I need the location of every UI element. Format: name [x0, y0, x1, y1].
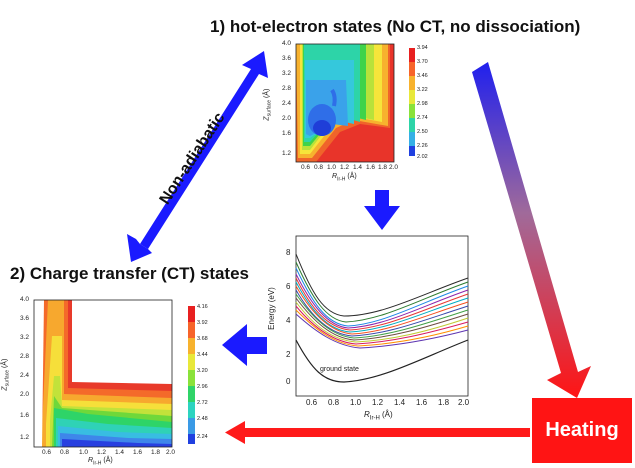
hot-cb-0: 3.94: [417, 45, 428, 51]
ground-state-curve: [295, 339, 469, 383]
energy-curves-svg: [295, 235, 469, 397]
up-arrow: [364, 190, 400, 230]
ct-ytick-1.2: 1.2: [20, 434, 30, 441]
heating-gradient-arrow: [472, 62, 591, 398]
hot-ytick-1.2: 1.2: [282, 150, 292, 157]
hot-xtick-2.0: 2.0: [389, 164, 399, 171]
ct-ytick-2.0: 2.0: [20, 391, 30, 398]
energy-xtick-0.8: 0.8: [328, 398, 340, 407]
hot-xtick-0.6: 0.6: [301, 164, 311, 171]
energy-xtick-0.6: 0.6: [306, 398, 318, 407]
heating-to-ct-arrow: [225, 421, 530, 444]
energy-x-axis-label: RIr-H (Å): [364, 410, 393, 422]
hot-ytick-1.6: 1.6: [282, 130, 292, 137]
ct-xtick-0.8: 0.8: [60, 449, 70, 456]
hot-ytick-3.6: 3.6: [282, 55, 292, 62]
energy-ytick-2: 2: [286, 350, 291, 359]
ct-ytick-3.6: 3.6: [20, 315, 30, 322]
charge-transfer-title: 2) Charge transfer (CT) states: [10, 264, 250, 283]
ct-cb-7: 2.48: [197, 416, 208, 422]
energy-xtick-1.8: 1.8: [438, 398, 450, 407]
ct-cb-5: 2.96: [197, 384, 208, 390]
energy-ytick-8: 8: [286, 248, 291, 257]
hot-ytick-2.0: 2.0: [282, 115, 292, 122]
ct-cb-4: 3.20: [197, 368, 208, 374]
nonadiabatic-double-arrow: [127, 51, 268, 262]
hot-contour-svg: [295, 43, 415, 163]
ct-ytick-2.4: 2.4: [20, 372, 30, 379]
energy-ytick-0: 0: [286, 377, 291, 386]
ct-cb-8: 2.24: [197, 434, 208, 440]
ct-colorbar: [188, 306, 195, 444]
ct-x-axis-label: RIr-H (Å): [88, 457, 113, 467]
heating-label: Heating: [545, 419, 619, 441]
hot-cb-6: 2.50: [417, 129, 428, 135]
left-arrow: [222, 324, 267, 366]
ct-ytick-3.2: 3.2: [20, 334, 30, 341]
energy-ytick-6: 6: [286, 282, 291, 291]
hot-cb-7: 2.26: [417, 143, 428, 149]
hot-electron-title: 1) hot-electron states (No CT, no dissoc…: [210, 17, 581, 36]
ct-xtick-1.8: 1.8: [151, 449, 161, 456]
hot-xtick-1.6: 1.6: [366, 164, 376, 171]
hot-cb-3: 3.22: [417, 87, 428, 93]
ct-cb-6: 2.72: [197, 400, 208, 406]
ct-xtick-1.0: 1.0: [79, 449, 89, 456]
ct-cb-3: 3.44: [197, 352, 208, 358]
heating-box: [532, 398, 632, 463]
hot-x-axis-label: RIr-H (Å): [332, 173, 357, 183]
hot-cb-5: 2.74: [417, 115, 428, 121]
hot-xtick-1.2: 1.2: [340, 164, 350, 171]
ct-contour-panel: 4.16 3.92 3.68 3.44 3.20 2.96 2.72 2.48 …: [1, 296, 218, 468]
hot-y-axis-label: Zsurface (Å): [263, 88, 273, 121]
hot-ytick-3.2: 3.2: [282, 70, 292, 77]
energy-ytick-4: 4: [286, 316, 291, 325]
ct-ytick-4.0: 4.0: [20, 296, 30, 303]
ct-contour-svg: [33, 299, 195, 448]
hot-xtick-1.8: 1.8: [378, 164, 388, 171]
energy-y-axis-label: Energy (eV): [266, 287, 276, 330]
hot-cb-2: 3.46: [417, 73, 428, 79]
ct-y-axis-label: Zsurface (Å): [1, 358, 11, 391]
ground-state-label: ground state: [320, 366, 359, 373]
ct-xtick-1.4: 1.4: [115, 449, 125, 456]
energy-xtick-2.0: 2.0: [458, 398, 470, 407]
energy-xtick-1.2: 1.2: [372, 398, 384, 407]
hot-xtick-0.8: 0.8: [314, 164, 324, 171]
ct-xtick-1.2: 1.2: [97, 449, 107, 456]
hot-ytick-2.4: 2.4: [282, 100, 292, 107]
ct-xtick-2.0: 2.0: [166, 449, 176, 456]
hot-cb-8: 2.02: [417, 154, 428, 160]
hot-ytick-4.0: 4.0: [282, 40, 292, 47]
hot-colorbar: [409, 48, 415, 156]
ct-ytick-1.6: 1.6: [20, 412, 30, 419]
hot-cb-1: 3.70: [417, 59, 428, 65]
ct-xtick-1.6: 1.6: [133, 449, 143, 456]
excited-state-curves: [295, 253, 469, 349]
energy-xtick-1.6: 1.6: [416, 398, 428, 407]
energy-xtick-1.4: 1.4: [394, 398, 406, 407]
ct-cb-1: 3.92: [197, 320, 208, 326]
ct-xtick-0.6: 0.6: [42, 449, 52, 456]
ct-cb-2: 3.68: [197, 336, 208, 342]
ct-ytick-2.8: 2.8: [20, 353, 30, 360]
hot-cb-4: 2.98: [417, 101, 428, 107]
energy-curves-panel: ground state 8 6 4 2 0 0.6 0.8 1.0 1.2 1…: [267, 234, 474, 424]
hot-electron-contour-panel: 3.94 3.70 3.46 3.22 2.98 2.74 2.50 2.26 …: [263, 40, 435, 185]
ct-cb-0: 4.16: [197, 304, 208, 310]
hot-xtick-1.4: 1.4: [353, 164, 363, 171]
energy-xtick-1.0: 1.0: [350, 398, 362, 407]
hot-ytick-2.8: 2.8: [282, 85, 292, 92]
hot-xtick-1.0: 1.0: [327, 164, 337, 171]
